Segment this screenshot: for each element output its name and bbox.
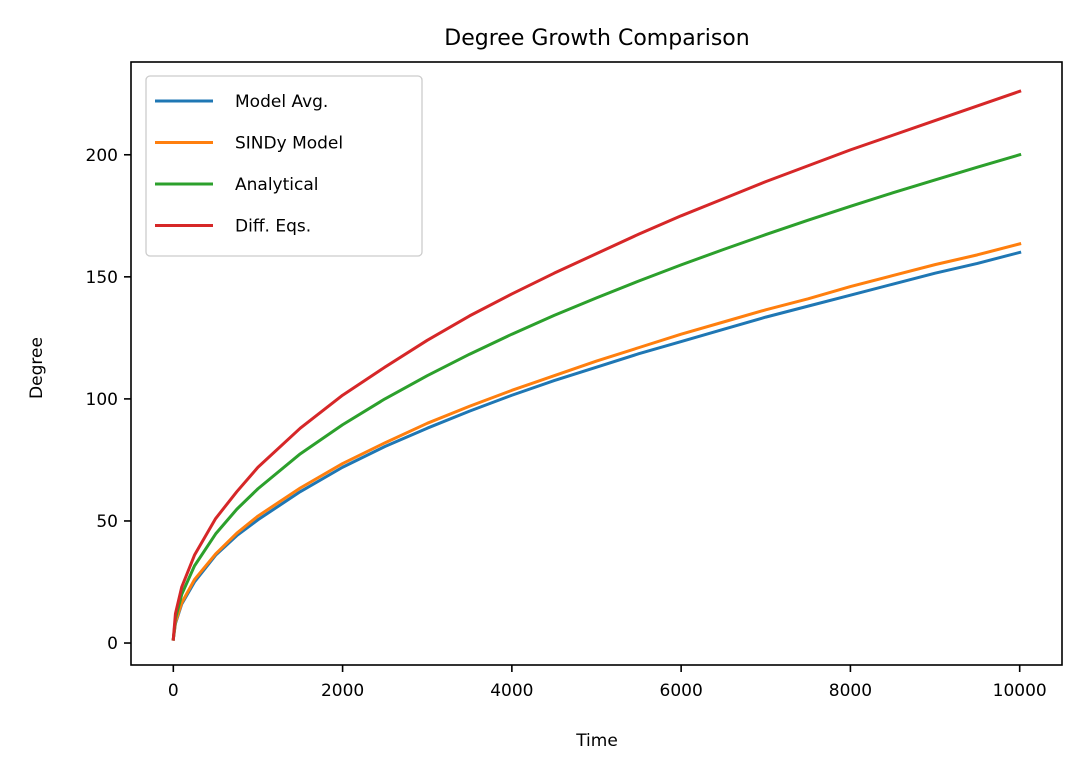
x-tick-label: 8000 <box>829 681 872 701</box>
plot-area <box>130 61 1063 666</box>
series-line-3 <box>171 152 1022 641</box>
x-tick-label: 10000 <box>993 681 1047 701</box>
y-tick-label: 50 <box>96 512 118 532</box>
x-tick-label: 2000 <box>321 681 364 701</box>
x-tick-label: 6000 <box>660 681 703 701</box>
legend-label: Model Avg. <box>235 92 328 112</box>
y-tick-label: 100 <box>86 390 118 410</box>
y-tick-label: 200 <box>86 146 118 166</box>
x-axis-label: Time <box>575 731 618 751</box>
y-tick-label: 150 <box>86 268 118 288</box>
chart-title: Degree Growth Comparison <box>444 26 749 51</box>
series-line-2 <box>171 242 1022 641</box>
y-axis: 0 50 100 150 200 <box>86 146 131 654</box>
legend-label: Diff. Eqs. <box>235 217 311 237</box>
legend-label: SINDy Model <box>235 134 343 154</box>
series-line-4 <box>171 89 1022 641</box>
y-axis-label: Degree <box>27 337 47 399</box>
legend-label: Analytical <box>235 175 318 195</box>
plot-frame <box>130 61 1063 666</box>
legend-box <box>145 75 423 257</box>
x-tick-label: 0 <box>168 681 179 701</box>
legend: Model Avg. SINDy Model Analytical Diff. Eqs… <box>145 75 423 257</box>
y-tick-label: 0 <box>107 634 118 654</box>
x-tick-label: 4000 <box>490 681 533 701</box>
x-axis: 0 2000 4000 6000 8000 10000 <box>168 665 1047 701</box>
